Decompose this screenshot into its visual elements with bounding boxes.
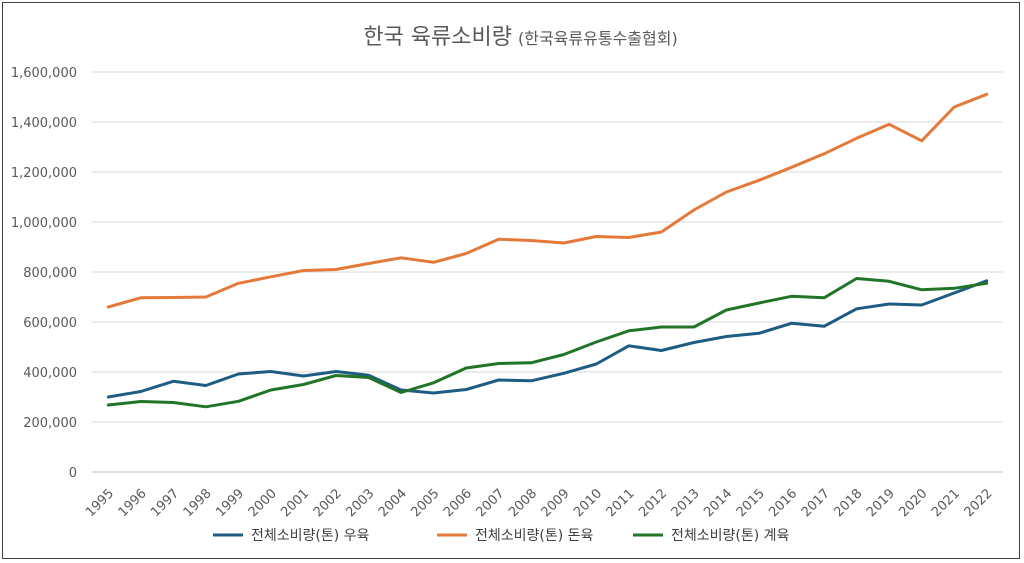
x-tick-label: 2012: [636, 486, 670, 520]
y-tick-label: 1,200,000: [11, 166, 77, 181]
x-tick-label: 2002: [311, 486, 345, 520]
x-tick-label: 2004: [376, 486, 410, 520]
x-tick-label: 2007: [474, 486, 508, 520]
x-tick-label: 2013: [669, 486, 703, 520]
x-tick-label: 1997: [148, 486, 182, 520]
series-line-2: [106, 92, 989, 309]
y-tick-label: 600,000: [23, 316, 77, 331]
chart-subtitle: (한국육류유통수출협회): [518, 29, 678, 48]
gridlines: [92, 71, 1003, 473]
y-tick-label: 1,600,000: [11, 66, 77, 81]
series-line-1: [106, 279, 989, 399]
x-tick-label: 2016: [766, 486, 800, 520]
y-axis-ticks: 0 200,000 400,000 600,000 800,000 1,000,000 1,…: [11, 66, 77, 481]
legend: 전체소비량(톤) 우육 전체소비량(톤) 돈육 전체소비량(톤) 계육: [213, 528, 790, 544]
series-lines: [106, 92, 989, 409]
x-tick-label: 2019: [864, 486, 898, 520]
x-tick-label: 2005: [408, 486, 442, 520]
x-tick-label: 2015: [734, 486, 768, 520]
x-tick-label: 2003: [343, 486, 377, 520]
x-tick-label: 2020: [896, 486, 930, 520]
x-tick-label: 2018: [831, 486, 865, 520]
legend-label: 전체소비량(톤) 돈육: [475, 528, 594, 544]
legend-label: 전체소비량(톤) 계육: [671, 528, 790, 544]
x-tick-label: 2022: [962, 486, 996, 520]
x-tick-label: 2008: [506, 486, 540, 520]
x-tick-label: 1999: [213, 486, 247, 520]
y-tick-label: 200,000: [23, 416, 77, 431]
x-tick-label: 2006: [441, 486, 475, 520]
y-tick-label: 800,000: [23, 266, 77, 281]
y-tick-label: 0: [69, 466, 77, 481]
x-tick-label: 2010: [571, 486, 605, 520]
series-line-3: [106, 277, 989, 409]
y-tick-label: 1,000,000: [11, 216, 77, 231]
y-tick-label: 1,400,000: [11, 116, 77, 131]
legend-label: 전체소비량(톤) 우육: [251, 528, 370, 544]
x-tick-label: 1998: [181, 486, 215, 520]
x-tick-label: 2000: [246, 486, 280, 520]
x-tick-label: 1996: [116, 486, 150, 520]
x-tick-label: 1995: [83, 486, 117, 520]
y-tick-label: 400,000: [23, 366, 77, 381]
x-tick-label: 2009: [539, 486, 573, 520]
chart-title: 한국 육류소비량: [363, 25, 512, 50]
x-tick-label: 2021: [929, 486, 963, 520]
x-tick-label: 2001: [278, 486, 312, 520]
x-tick-label: 2011: [604, 486, 638, 520]
x-tick-label: 2014: [701, 486, 735, 520]
x-axis-ticks: 1995199619971998199920002001200220032004…: [83, 486, 995, 520]
x-tick-label: 2017: [799, 486, 833, 520]
